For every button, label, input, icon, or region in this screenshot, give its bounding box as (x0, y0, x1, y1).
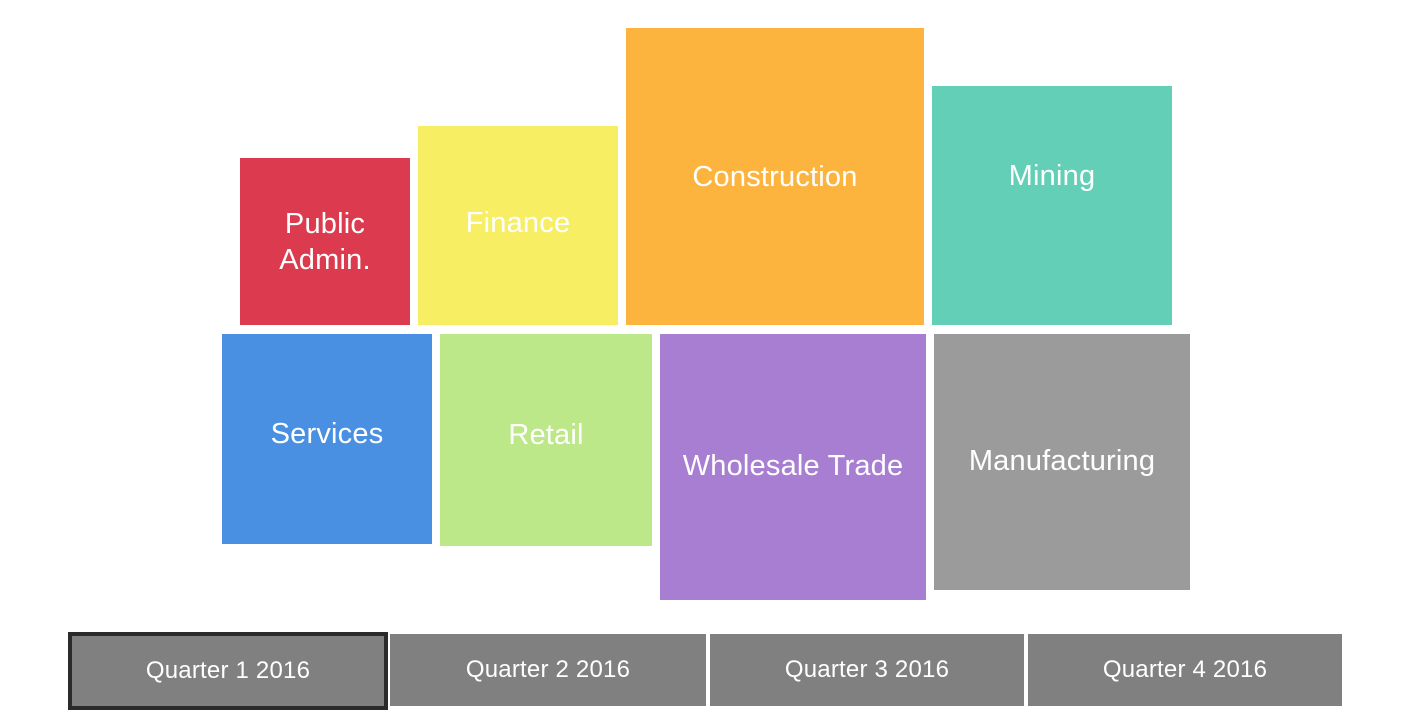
tile-retail-label: Retail (508, 419, 584, 451)
tile-retail[interactable]: Retail (440, 334, 652, 546)
tile-finance[interactable]: Finance (418, 126, 618, 325)
tile-mining[interactable]: Mining (932, 86, 1172, 325)
quarter-selector: Quarter 1 2016 Quarter 2 2016 Quarter 3 … (68, 632, 1342, 710)
tile-finance-label: Finance (465, 206, 571, 239)
quarter-3-button[interactable]: Quarter 3 2016 (710, 634, 1024, 706)
tile-services[interactable]: Services (222, 334, 432, 544)
quarter-2-button[interactable]: Quarter 2 2016 (390, 634, 706, 706)
tile-manufacturing[interactable]: Manufacturing (934, 334, 1190, 590)
quarter-1-button[interactable]: Quarter 1 2016 (68, 632, 388, 710)
tile-wholesale-trade-label: Wholesale Trade (682, 450, 904, 482)
tile-public-admin[interactable]: Public Admin. (240, 158, 410, 325)
tile-services-label: Services (270, 418, 384, 450)
quarter-4-button[interactable]: Quarter 4 2016 (1028, 634, 1342, 706)
tile-mining-label: Mining (1008, 159, 1096, 192)
tile-manufacturing-label: Manufacturing (968, 445, 1156, 477)
tile-construction-label: Construction (692, 161, 858, 193)
tile-construction[interactable]: Construction (626, 28, 924, 325)
tile-public-admin-label: Public Admin. (279, 207, 371, 276)
tile-wholesale-trade[interactable]: Wholesale Trade (660, 334, 926, 600)
